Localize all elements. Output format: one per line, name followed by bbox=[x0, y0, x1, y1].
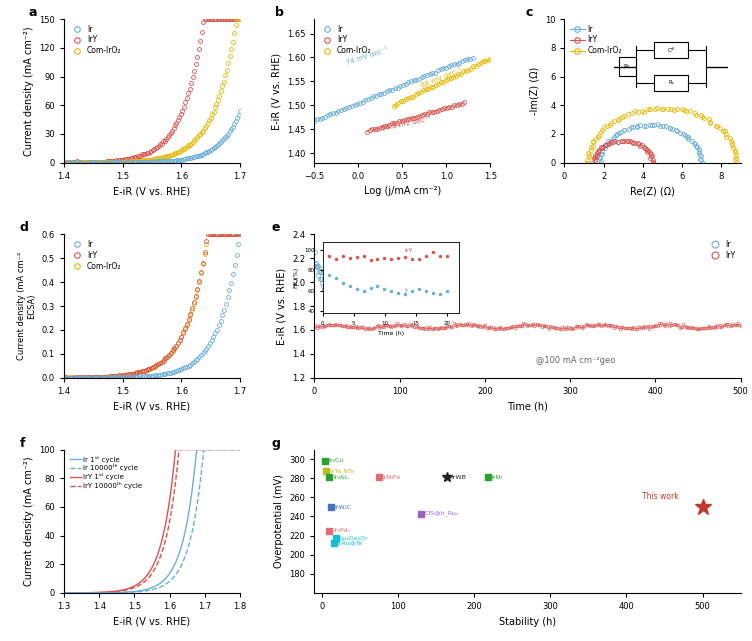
IrY 1ˢᵗ cycle bbox=[66, 589, 75, 597]
IrY 1ˢᵗ cycle bbox=[70, 589, 79, 597]
Y-axis label: Current density (mA cm⁻²): Current density (mA cm⁻²) bbox=[23, 26, 34, 156]
Line: Ir 1ˢᵗ cycle: Ir 1ˢᵗ cycle bbox=[64, 449, 240, 593]
IrY 1ˢᵗ cycle bbox=[106, 588, 115, 595]
X-axis label: E-iR (V vs. RHE): E-iR (V vs. RHE) bbox=[114, 617, 190, 626]
Text: 74 mV dec⁻¹: 74 mV dec⁻¹ bbox=[346, 47, 390, 66]
X-axis label: Re(Z) (Ω): Re(Z) (Ω) bbox=[630, 187, 675, 196]
X-axis label: Stability (h): Stability (h) bbox=[499, 617, 556, 626]
Legend: Ir, IrY, Com-IrO₂: Ir, IrY, Com-IrO₂ bbox=[318, 23, 373, 57]
X-axis label: Log (j/mA cm⁻²): Log (j/mA cm⁻²) bbox=[364, 187, 441, 196]
Ir 1ˢᵗ cycle bbox=[222, 445, 231, 453]
IrY 10000ᵗʰ cycle bbox=[92, 588, 102, 596]
Legend: Ir 1ˢᵗ cycle, Ir 10000ᵗʰ cycle, IrY 1ˢᵗ cycle, IrY 10000ᵗʰ cycle: Ir 1ˢᵗ cycle, Ir 10000ᵗʰ cycle, IrY 1ˢᵗ … bbox=[68, 453, 144, 492]
IrY 10000ᵗʰ cycle bbox=[66, 589, 75, 597]
Ir 1ˢᵗ cycle bbox=[193, 445, 202, 453]
Text: Ir₂Pdₓ: Ir₂Pdₓ bbox=[333, 528, 350, 533]
X-axis label: Time (h): Time (h) bbox=[507, 401, 548, 412]
Ir 10000ᵗʰ cycle bbox=[92, 589, 102, 597]
Text: Ir₂Alₓ: Ir₂Alₓ bbox=[333, 475, 349, 479]
Text: IrTe NTs: IrTe NTs bbox=[330, 469, 354, 474]
IrY 10000ᵗʰ cycle bbox=[70, 589, 79, 597]
Text: IrRu@Te: IrRu@Te bbox=[338, 541, 363, 545]
IrY 10000ᵗʰ cycle bbox=[106, 588, 115, 596]
X-axis label: E-iR (V vs. RHE): E-iR (V vs. RHE) bbox=[114, 187, 190, 196]
Text: g: g bbox=[271, 437, 280, 449]
Text: IrNi: IrNi bbox=[492, 475, 502, 479]
IrY 10000ᵗʰ cycle bbox=[174, 445, 183, 453]
Ir 1ˢᵗ cycle bbox=[235, 445, 244, 453]
Ir 1ˢᵗ cycle bbox=[228, 445, 237, 453]
IrY 10000ᵗʰ cycle bbox=[59, 589, 68, 597]
Text: IrWB: IrWB bbox=[451, 475, 466, 479]
IrY 1ˢᵗ cycle bbox=[171, 445, 180, 453]
Ir 1ˢᵗ cycle bbox=[106, 589, 115, 597]
Text: This work: This work bbox=[641, 492, 678, 501]
Ir 10000ᵗʰ cycle bbox=[59, 589, 68, 597]
IrY 1ˢᵗ cycle bbox=[235, 445, 244, 453]
Text: CIS@Ir_Ruₓ: CIS@Ir_Ruₓ bbox=[425, 511, 459, 517]
Ir 1ˢᵗ cycle bbox=[92, 589, 102, 597]
Y-axis label: E-iR (V vs. RHE): E-iR (V vs. RHE) bbox=[271, 53, 281, 129]
Ir 10000ᵗʰ cycle bbox=[199, 445, 208, 453]
IrY 10000ᵗʰ cycle bbox=[235, 445, 244, 453]
Text: d: d bbox=[20, 222, 29, 235]
Ir 10000ᵗʰ cycle bbox=[222, 445, 231, 453]
Line: Ir 10000ᵗʰ cycle: Ir 10000ᵗʰ cycle bbox=[64, 449, 240, 593]
Ir 1ˢᵗ cycle bbox=[59, 589, 68, 597]
IrY 10000ᵗʰ cycle bbox=[222, 445, 231, 453]
Text: f: f bbox=[20, 437, 26, 449]
X-axis label: E-iR (V vs. RHE): E-iR (V vs. RHE) bbox=[114, 401, 190, 412]
Text: e: e bbox=[271, 222, 280, 235]
Text: IrW/C: IrW/C bbox=[335, 504, 352, 510]
Text: @100 mA cm⁻²geo: @100 mA cm⁻²geo bbox=[536, 356, 615, 365]
Ir 10000ᵗʰ cycle bbox=[106, 589, 115, 597]
Y-axis label: E-iR (V vs. RHE): E-iR (V vs. RHE) bbox=[277, 267, 287, 345]
Text: a: a bbox=[29, 6, 37, 19]
Ir 1ˢᵗ cycle bbox=[70, 589, 79, 597]
IrY 1ˢᵗ cycle bbox=[92, 588, 102, 596]
Ir 10000ᵗʰ cycle bbox=[235, 445, 244, 453]
IrY 1ˢᵗ cycle bbox=[59, 589, 68, 597]
Legend: Ir, IrY, Com-IrO₂: Ir, IrY, Com-IrO₂ bbox=[569, 23, 623, 57]
Text: 88 mV dec⁻¹: 88 mV dec⁻¹ bbox=[420, 67, 463, 89]
Ir 10000ᵗʰ cycle bbox=[228, 445, 237, 453]
Y-axis label: Current density (mA cm⁻²): Current density (mA cm⁻²) bbox=[23, 456, 34, 586]
Legend: Ir, IrY, Com-IrO₂: Ir, IrY, Com-IrO₂ bbox=[68, 238, 123, 272]
Legend: Ir, IrY, Com-IrO₂: Ir, IrY, Com-IrO₂ bbox=[68, 23, 123, 57]
Ir 10000ᵗʰ cycle bbox=[66, 589, 75, 597]
Legend: Ir, IrY: Ir, IrY bbox=[706, 238, 737, 261]
Text: IrNiFe: IrNiFe bbox=[383, 475, 401, 479]
Text: 54.8 mV dec⁻¹: 54.8 mV dec⁻¹ bbox=[381, 116, 432, 132]
IrY 1ˢᵗ cycle bbox=[222, 445, 231, 453]
Y-axis label: -Im(Z) (Ω): -Im(Z) (Ω) bbox=[529, 67, 539, 115]
Text: c: c bbox=[526, 6, 533, 19]
Y-axis label: Overpotential (mV): Overpotential (mV) bbox=[274, 474, 284, 568]
IrY 10000ᵗʰ cycle bbox=[228, 445, 237, 453]
Text: Lu₂Ge₂O₇: Lu₂Ge₂O₇ bbox=[339, 536, 368, 541]
Text: Ir₂Cu: Ir₂Cu bbox=[329, 458, 344, 463]
Ir 1ˢᵗ cycle bbox=[66, 589, 75, 597]
Text: b: b bbox=[275, 6, 284, 19]
Y-axis label: Current density (mA cm⁻²
ECSA): Current density (mA cm⁻² ECSA) bbox=[17, 252, 36, 360]
IrY 1ˢᵗ cycle bbox=[228, 445, 237, 453]
Line: IrY 10000ᵗʰ cycle: IrY 10000ᵗʰ cycle bbox=[64, 449, 240, 593]
Line: IrY 1ˢᵗ cycle: IrY 1ˢᵗ cycle bbox=[64, 449, 240, 593]
Ir 10000ᵗʰ cycle bbox=[70, 589, 79, 597]
